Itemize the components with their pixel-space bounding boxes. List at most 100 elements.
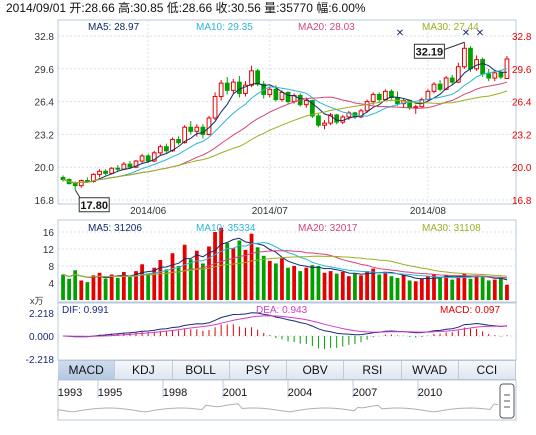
- candle: [389, 89, 394, 100]
- navigator-year-label: 2004: [288, 387, 312, 399]
- volume-bar: [128, 277, 132, 300]
- tab-wvad[interactable]: WVAD: [402, 361, 459, 379]
- candle-body: [425, 90, 431, 101]
- volume-bar: [188, 259, 193, 300]
- volume-bar: [395, 277, 400, 300]
- dif-line: [62, 312, 508, 338]
- candle: [370, 92, 376, 105]
- price-legend-ma20: MA20: 28.03: [298, 22, 355, 33]
- candle-body: [474, 59, 479, 70]
- tab-boll[interactable]: BOLL: [173, 361, 230, 379]
- price-x-tick: 2014/07: [252, 206, 289, 217]
- candle-body: [358, 110, 364, 118]
- volume-bar: [359, 275, 363, 300]
- candle-body: [157, 146, 163, 154]
- dea-label: DEA: 0.943: [256, 305, 308, 316]
- volume-ma30-line: [62, 255, 508, 278]
- navigator-year-label: 2001: [223, 387, 247, 399]
- candle: [218, 80, 224, 101]
- candle: [157, 144, 163, 155]
- candle: [316, 113, 321, 128]
- volume-bar: [103, 278, 108, 300]
- volume-bar: [158, 260, 163, 300]
- tab-obv[interactable]: OBV: [287, 361, 345, 379]
- candle: [164, 143, 169, 153]
- volume-bar: [407, 280, 412, 300]
- candle: [115, 165, 121, 172]
- price-legend-ma10: MA10: 29.35: [196, 22, 253, 33]
- candle: [437, 80, 443, 92]
- tab-kdj[interactable]: KDJ: [115, 361, 173, 379]
- volume-bar: [462, 273, 467, 300]
- volume-y-tick: 16: [43, 228, 55, 239]
- candle-body: [486, 73, 492, 79]
- candle-body: [322, 122, 327, 126]
- candle-body: [243, 84, 248, 94]
- candle: [504, 55, 510, 79]
- candle-body: [401, 100, 406, 105]
- volume-bar: [182, 244, 187, 300]
- candle: [78, 179, 84, 188]
- volume-bar: [328, 271, 333, 300]
- candle-body: [437, 83, 443, 90]
- tab-rsi[interactable]: RSI: [344, 361, 402, 379]
- volume-bar: [298, 271, 303, 300]
- candle-body: [285, 91, 291, 103]
- navigator-history-line: [57, 403, 499, 416]
- candle-body: [164, 146, 169, 152]
- volume-bar: [474, 275, 479, 300]
- candle: [224, 77, 230, 95]
- candle-body: [370, 93, 376, 103]
- low-callout-box: [78, 197, 110, 213]
- volume-panel-frame: [57, 219, 517, 303]
- tab-macd[interactable]: MACD: [58, 361, 116, 379]
- candle: [212, 92, 218, 121]
- navigator-year-label: 1998: [163, 387, 187, 399]
- volume-bar: [273, 263, 278, 300]
- volume-bar: [432, 274, 436, 300]
- volume-bar: [61, 274, 65, 300]
- volume-bar: [201, 263, 205, 300]
- candle-body: [78, 180, 84, 187]
- candle-body: [255, 70, 261, 85]
- navigator-handle[interactable]: [499, 383, 515, 419]
- candle: [176, 136, 181, 145]
- candle: [103, 169, 108, 176]
- volume-bar: [243, 249, 248, 300]
- volume-bar: [231, 248, 236, 300]
- candle-body: [376, 93, 382, 101]
- candle-body: [182, 126, 188, 144]
- candle: [322, 120, 327, 130]
- volume-bar: [97, 272, 102, 300]
- candle: [364, 99, 370, 113]
- volume-bar: [194, 250, 199, 300]
- candle-body: [170, 139, 175, 152]
- tab-cci[interactable]: CCI: [459, 361, 516, 379]
- tab-psy[interactable]: PSY: [230, 361, 287, 379]
- candle: [97, 169, 102, 178]
- volume-ma5-line: [62, 237, 508, 281]
- candle-body: [72, 183, 78, 187]
- volume-bar: [353, 273, 357, 300]
- macd-y-tick: 0.000: [29, 332, 54, 343]
- volume-bar: [456, 276, 461, 300]
- price-y-tick-left: 20.0: [35, 163, 55, 174]
- volume-bar: [419, 278, 424, 300]
- candle-body: [200, 126, 206, 135]
- macd-label: MACD: 0.097: [440, 305, 500, 316]
- volume-bar: [79, 280, 84, 300]
- volume-bar: [261, 255, 266, 300]
- candle: [413, 104, 419, 114]
- candle: [328, 112, 333, 126]
- candle-body: [273, 88, 279, 101]
- price-y-tick-left: 29.6: [35, 65, 55, 76]
- quote-header: 2014/09/01 开:28.66 高:30.85 低:28.66 收:30.…: [6, 0, 366, 15]
- volume-bar: [91, 275, 96, 300]
- candle: [139, 153, 145, 164]
- candle: [230, 79, 236, 94]
- macd-y-tick: -2.218: [26, 355, 55, 366]
- volume-bar: [492, 279, 497, 300]
- volume-bar: [377, 274, 382, 300]
- volume-bar: [505, 284, 509, 300]
